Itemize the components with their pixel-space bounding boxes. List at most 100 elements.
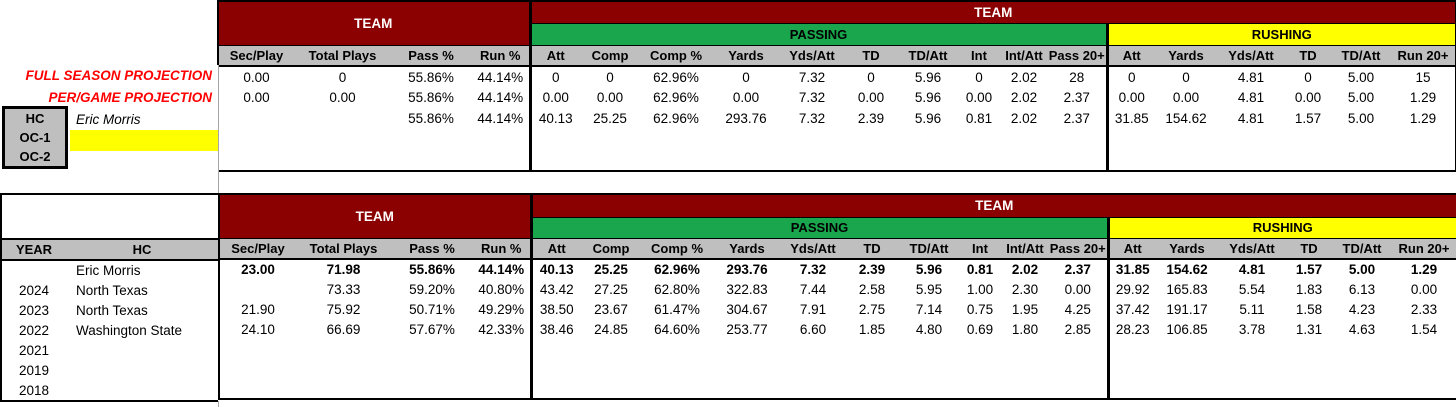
cell: 2.39 [857, 111, 885, 126]
cell [1285, 129, 1331, 150]
cell: 106.85 [1166, 321, 1208, 337]
table-row: 2024 North Texas [2, 280, 218, 300]
cell: 293.76 [726, 262, 768, 277]
cell: 7.32 [798, 90, 826, 105]
cell: 2.37 [1063, 90, 1090, 105]
rushing-header: RUSHING [1105, 22, 1456, 46]
column-header: Run 20+ [1392, 237, 1456, 260]
cell: 2022 [18, 322, 50, 338]
cell [1218, 359, 1286, 379]
cell [66, 340, 218, 360]
passing-header: PASSING [528, 22, 1107, 46]
cell: 0.75 [966, 301, 994, 317]
cell [472, 129, 530, 150]
table-row [219, 379, 1456, 399]
cell [640, 129, 712, 150]
cell: 24.85 [594, 321, 628, 337]
cell [1286, 339, 1332, 359]
team-header-right: TEAM [529, 194, 1456, 217]
column-header: Pass 20+ [1049, 237, 1108, 260]
cell [1217, 129, 1285, 150]
column-header: Yds/Att [781, 237, 845, 260]
cell [473, 359, 531, 379]
cell: 31.85 [1106, 259, 1156, 279]
cell [391, 379, 473, 399]
column-header: TD [844, 44, 898, 67]
cell: 0.00 [329, 90, 356, 105]
cell: 2018 [18, 382, 50, 398]
cell: 38.50 [529, 299, 581, 319]
team-header-left: TEAM [218, 1, 530, 45]
cell: 2.02 [1011, 262, 1039, 277]
cell: 62.96% [653, 90, 699, 105]
cell [958, 150, 1000, 171]
cell: 66.69 [326, 321, 361, 337]
cell [528, 129, 580, 150]
column-header: Pass % [391, 237, 473, 260]
cell [390, 129, 472, 150]
cell: 0.00 [1294, 90, 1322, 105]
column-header: Yards [713, 237, 781, 260]
cell [780, 150, 844, 171]
cell [959, 339, 1001, 359]
cell: 55.86% [408, 111, 454, 126]
cell: 0.00 [1064, 281, 1091, 297]
cell: 44.14% [477, 90, 524, 105]
cell: 2.02 [1010, 90, 1038, 105]
column-header: Total Plays [295, 44, 390, 67]
cell [1392, 339, 1456, 359]
cell [1106, 379, 1156, 399]
cell: 15 [1415, 69, 1431, 85]
column-header: Int/Att [1000, 44, 1048, 67]
gridline [218, 401, 219, 407]
cell [781, 339, 845, 359]
cell: 71.98 [326, 262, 361, 277]
cell [529, 339, 581, 359]
cell [219, 279, 296, 299]
cell [958, 129, 1000, 150]
cell [781, 359, 845, 379]
cell: 7.32 [798, 69, 826, 85]
category-header-row: PASSING RUSHING [218, 22, 1456, 46]
cell [219, 379, 296, 399]
cell: 0.00 [528, 87, 580, 108]
cell: 55.86% [408, 69, 454, 85]
table-row [219, 339, 1456, 359]
cell [296, 339, 391, 359]
cell: 4.63 [1348, 321, 1376, 337]
projection-table-body: 0.00 0 55.86% 44.14% 0 0 62.96% 0 7.32 0 5.96 0 2.02… [218, 66, 1456, 171]
cell [580, 129, 640, 150]
cell: 1.29 [1409, 90, 1437, 105]
cell [641, 379, 713, 399]
cell [1218, 379, 1286, 399]
highlight-strip [70, 130, 218, 151]
cell: 5.54 [1238, 281, 1266, 297]
table-row: 2023 North Texas [2, 300, 218, 320]
cell [712, 150, 780, 171]
cell: 3.78 [1238, 321, 1266, 337]
cell [1106, 359, 1156, 379]
cell: 4.25 [1064, 301, 1091, 317]
cell: 1.00 [966, 281, 994, 297]
cell [1001, 359, 1049, 379]
cell [528, 150, 580, 171]
cell: 0.81 [966, 262, 994, 277]
table-row: 55.86% 44.14% 40.13 25.25 62.96% 293.76 7.32 2.… [218, 108, 1456, 129]
cell [1156, 339, 1218, 359]
cell: 304.67 [726, 301, 768, 317]
cell [845, 339, 899, 359]
cell: 27.25 [594, 281, 628, 297]
cell: 40.80% [478, 281, 525, 297]
cell: 43.42 [529, 279, 581, 299]
cell [296, 359, 391, 379]
cell: 0.00 [857, 90, 885, 105]
year-coach-body: Eric Morris 2024 North Texas 2023 North Texa… [2, 260, 218, 400]
cell: 5.00 [1347, 69, 1375, 85]
cell: 2019 [18, 362, 50, 378]
cell: 0.00 [732, 90, 760, 105]
cell: 4.23 [1348, 301, 1376, 317]
cell [581, 379, 641, 399]
column-header: Sec/Play [218, 44, 295, 67]
cell: 2.75 [858, 301, 886, 317]
cell: 0 [1182, 69, 1190, 85]
